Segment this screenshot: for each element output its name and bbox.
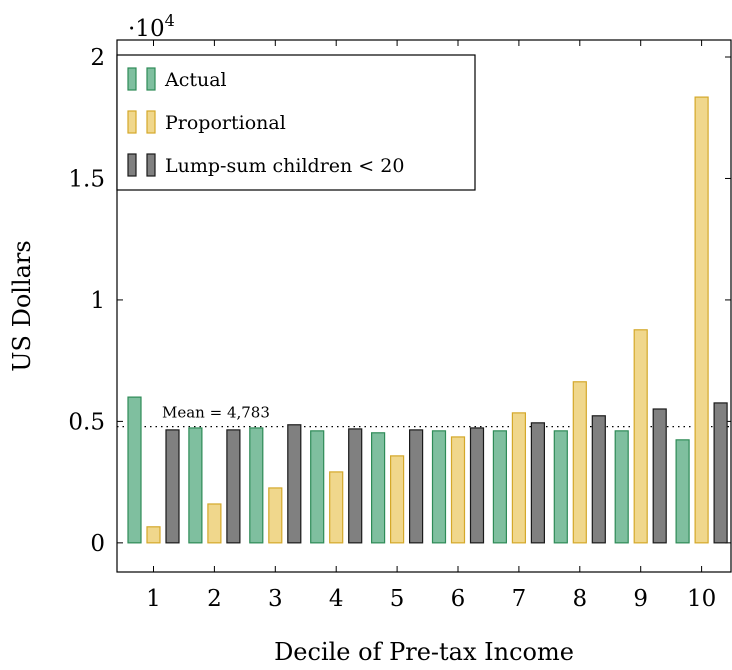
bar [591,415,606,544]
legend-swatch [146,110,156,134]
x-axis-label: Decile of Pre-tax Income [274,638,574,666]
legend-text: Actual [164,69,227,91]
y-tick-label: 0.5 [68,409,105,435]
x-tick-label: 8 [572,586,587,612]
legend-swatch [127,110,137,134]
legend-swatch [146,67,156,91]
x-tick-label: 7 [512,586,527,612]
bar [188,427,203,544]
bar [371,432,386,544]
bar [633,329,648,544]
mean-label: Mean = 4,783 [162,404,270,422]
x-tick-label: 2 [207,586,222,612]
x-tick-label: 1 [146,586,161,612]
x-tick-label: 6 [451,586,466,612]
bar [390,455,405,544]
bar [530,422,546,544]
x-tick-label: 4 [329,586,344,612]
bar [713,402,728,544]
plot-frame [116,39,732,573]
bar [409,429,424,544]
y-tick-label: 1.5 [68,166,105,192]
bar [249,427,264,544]
x-tick-label: 9 [633,586,648,612]
y-scale-exponent: 4 [165,11,175,30]
legend-text: Proportional [165,112,286,134]
bar [287,424,302,544]
y-axis-label: US Dollars [8,240,36,371]
legend-swatch [127,153,137,177]
bar [165,429,180,544]
bar [694,96,709,544]
x-tick-label: 5 [390,586,405,612]
bar [226,429,241,544]
legend-swatch [146,153,156,177]
bar [572,381,587,544]
y-scale-base: ·10 [128,16,165,42]
bar [348,428,363,544]
bar [469,427,485,544]
bar [450,436,466,544]
y-tick-label: 2 [90,45,105,71]
bar [329,471,344,544]
bar [127,396,142,544]
bar [310,430,325,544]
bar [652,408,667,544]
bar [553,430,568,544]
y-scale-label: ·104 [128,11,175,42]
legend-text: Lump-sum children < 20 [165,155,404,177]
bar [268,487,283,544]
x-tick-label: 3 [268,586,283,612]
x-tick-label: 10 [687,586,716,612]
legend-box [116,54,476,191]
y-tick-label: 1 [90,288,105,314]
y-tick-label: 0 [90,531,105,557]
legend-swatch [127,67,137,91]
bar [146,526,161,544]
bar [511,412,527,544]
bar [492,430,507,544]
bar [614,430,629,544]
bar [431,430,447,544]
bar [675,439,690,544]
bar [207,503,222,544]
